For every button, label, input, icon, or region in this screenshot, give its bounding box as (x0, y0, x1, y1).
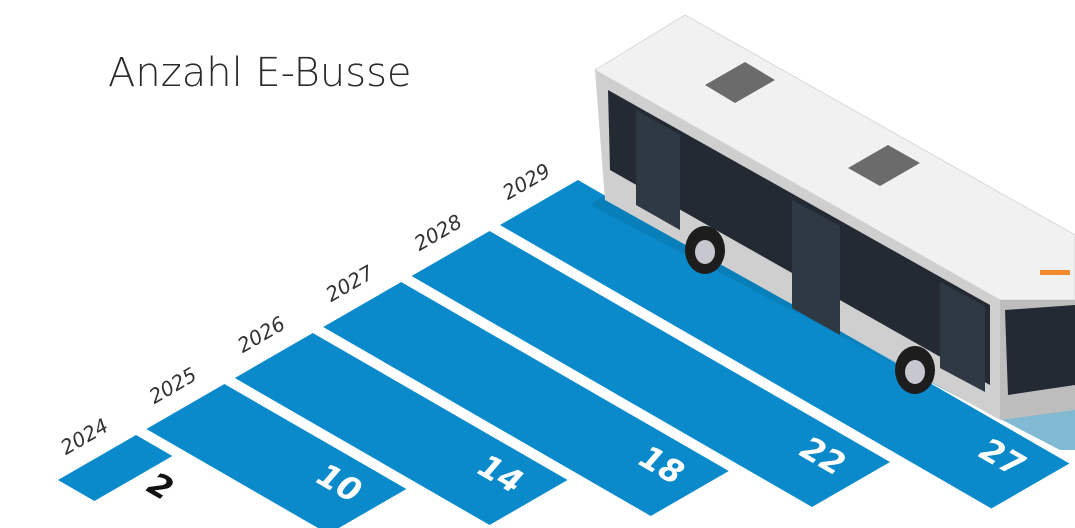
bars (58, 180, 1070, 528)
bar (323, 282, 729, 516)
bar (58, 435, 173, 501)
bar (146, 384, 407, 528)
x-tick-label: 2025 (145, 362, 201, 408)
chart-title: Anzahl E-Busse (108, 50, 412, 96)
x-tick-label: 2026 (233, 311, 289, 357)
value-label: 2 (141, 464, 179, 508)
bar (234, 333, 568, 525)
bar (500, 180, 1070, 509)
x-tick-label: 2027 (322, 260, 378, 306)
bar (411, 231, 890, 507)
bus-illustration (590, 14, 1075, 450)
x-tick-label: 2024 (56, 413, 112, 459)
x-tick-label: 2029 (498, 158, 554, 204)
x-tick-label: 2028 (410, 209, 466, 255)
